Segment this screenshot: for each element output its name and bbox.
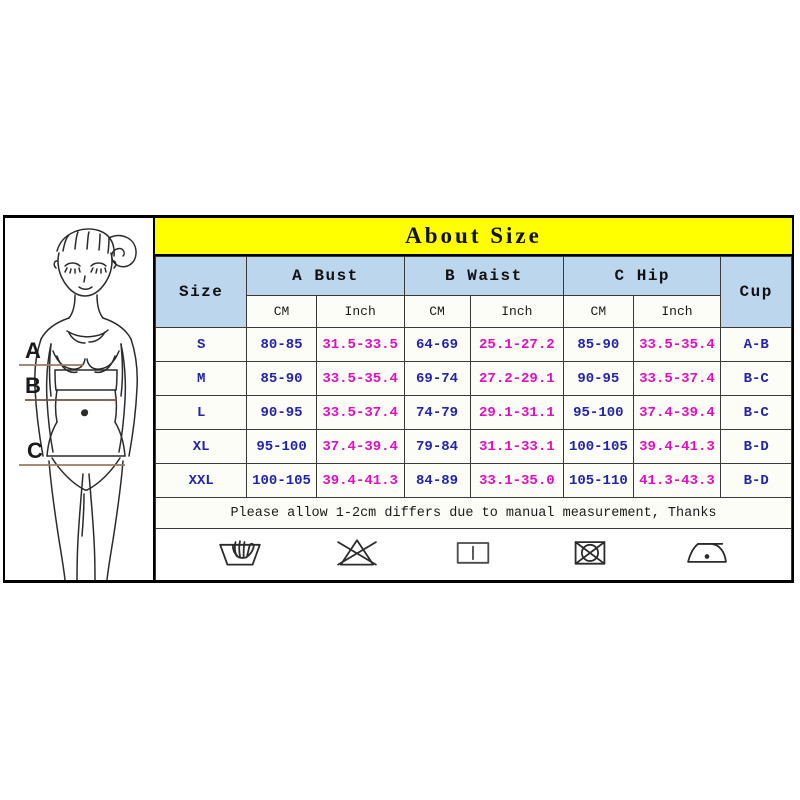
cell-cup: A-B (720, 327, 792, 362)
cell-bust-cm: 100-105 (246, 463, 317, 498)
cell-waist-cm: 84-89 (403, 463, 471, 498)
cell-hip-cm: 95-100 (563, 395, 634, 430)
measurement-note: Please allow 1-2cm differs due to manual… (230, 505, 717, 521)
cell-size: XL (154, 429, 248, 464)
cell-hip-cm: 85-90 (563, 327, 634, 362)
cell-bust-cm: 80-85 (246, 327, 317, 362)
cell-cup: B-D (720, 463, 792, 498)
body-measurement-figure-panel: A B C (3, 218, 155, 580)
marker-label-b: B (25, 373, 41, 398)
female-body-diagram-icon: A B C (19, 228, 138, 580)
do-not-tumble-dry-icon (574, 540, 606, 565)
cell-hip-cm: 105-110 (563, 463, 634, 498)
cell-bust-cm: 90-95 (246, 395, 317, 430)
cell-hip-inch: 33.5-37.4 (632, 361, 722, 396)
measurement-note-row: Please allow 1-2cm differs due to manual… (155, 498, 792, 529)
cell-hip-inch: 39.4-41.3 (632, 429, 722, 464)
sub-header-hip-cm: CM (563, 295, 634, 328)
cell-bust-inch: 33.5-35.4 (315, 361, 405, 396)
iron-low-heat-icon (686, 542, 727, 563)
cell-cup: B-C (720, 361, 792, 396)
sub-header-hip-inch: Inch (632, 295, 722, 328)
cell-hip-inch: 37.4-39.4 (632, 395, 722, 430)
sub-header-waist-cm: CM (403, 295, 471, 328)
col-header-cup: Cup (720, 256, 792, 328)
cell-bust-inch: 31.5-33.5 (315, 327, 405, 362)
cell-waist-cm: 79-84 (403, 429, 471, 464)
cell-bust-inch: 39.4-41.3 (315, 463, 405, 498)
cell-waist-cm: 64-69 (403, 327, 471, 362)
table-row: S 80-85 31.5-33.5 64-69 25.1-27.2 85-90 … (154, 327, 792, 362)
sub-header-bust-cm: CM (246, 295, 317, 328)
cell-cup: B-D (720, 429, 792, 464)
size-chart-frame: A B C About Size (3, 215, 794, 583)
sub-header-bust-inch: Inch (315, 295, 405, 328)
table-group-header-row: Size A Bust B Waist C Hip Cup (154, 256, 792, 328)
col-header-waist: B Waist (403, 256, 565, 296)
cell-waist-cm: 69-74 (403, 361, 471, 396)
cell-bust-cm: 95-100 (246, 429, 317, 464)
col-header-bust: A Bust (246, 256, 405, 296)
marker-label-c: C (27, 438, 43, 463)
cell-size: S (154, 327, 248, 362)
about-size-title-bar: About Size (155, 218, 792, 256)
cell-hip-cm: 100-105 (563, 429, 634, 464)
cell-waist-inch: 31.1-33.1 (469, 429, 565, 464)
cell-waist-inch: 27.2-29.1 (469, 361, 565, 396)
cell-bust-inch: 33.5-37.4 (315, 395, 405, 430)
cell-bust-cm: 85-90 (246, 361, 317, 396)
col-header-size: Size (154, 256, 248, 328)
drip-dry-icon (457, 541, 490, 564)
table-sub-header-row: CM Inch CM Inch CM Inch (156, 295, 792, 328)
cell-size: M (154, 361, 248, 396)
sub-header-waist-inch: Inch (469, 295, 565, 328)
table-row: XL 95-100 37.4-39.4 79-84 31.1-33.1 100-… (154, 429, 792, 464)
cell-hip-cm: 90-95 (563, 361, 634, 396)
col-header-hip: C Hip (563, 256, 722, 296)
cell-waist-inch: 29.1-31.1 (469, 395, 565, 430)
cell-waist-cm: 74-79 (403, 395, 471, 430)
cell-hip-inch: 33.5-35.4 (632, 327, 722, 362)
size-table-body: S 80-85 31.5-33.5 64-69 25.1-27.2 85-90 … (154, 327, 792, 498)
marker-label-a: A (25, 338, 41, 363)
cell-bust-inch: 37.4-39.4 (315, 429, 405, 464)
size-table: Size A Bust B Waist C Hip Cup CM Inch CM… (154, 256, 792, 498)
table-row: XXL 100-105 39.4-41.3 84-89 33.1-35.0 10… (154, 463, 792, 498)
cell-size: XXL (154, 463, 248, 498)
cell-waist-inch: 25.1-27.2 (469, 327, 565, 362)
cell-cup: B-C (720, 395, 792, 430)
size-table-panel: About Size Size A Bust (154, 218, 794, 580)
care-symbols-row (155, 529, 792, 580)
hand-wash-icon (219, 539, 261, 565)
page-title: About Size (405, 223, 542, 248)
table-row: L 90-95 33.5-37.4 74-79 29.1-31.1 95-100… (154, 395, 792, 430)
cell-waist-inch: 33.1-35.0 (469, 463, 565, 498)
cell-hip-inch: 41.3-43.3 (632, 463, 722, 498)
cell-size: L (154, 395, 248, 430)
table-row: M 85-90 33.5-35.4 69-74 27.2-29.1 90-95 … (154, 361, 792, 396)
do-not-bleach-icon (337, 538, 377, 565)
